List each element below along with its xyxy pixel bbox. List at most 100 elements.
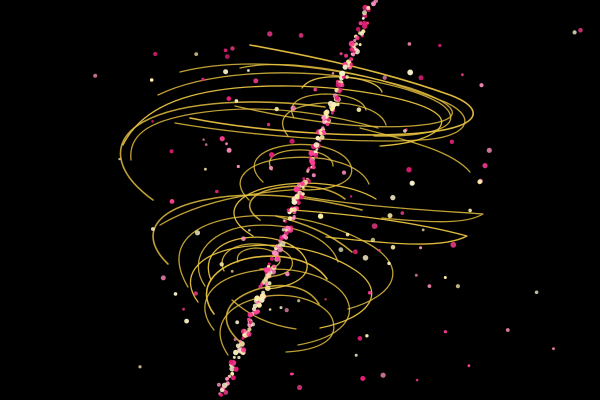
- scatter-particle: [409, 180, 415, 186]
- mid-coil: [253, 143, 353, 191]
- stream-particle: [246, 331, 252, 337]
- stream-particle: [267, 281, 272, 286]
- stream-particle: [354, 48, 360, 55]
- stream-particle: [271, 249, 278, 256]
- stream-particle: [275, 256, 281, 261]
- stream-particle: [321, 115, 326, 120]
- stream-particle: [358, 21, 363, 26]
- scatter-particle: [267, 31, 273, 37]
- stream-particle: [237, 355, 241, 360]
- stream-particle: [292, 214, 296, 219]
- stream-particle: [339, 70, 345, 77]
- stream-particle: [286, 208, 291, 213]
- scatter-particle: [225, 142, 228, 146]
- scatter-particle: [151, 227, 155, 231]
- outer-coil-upper: [157, 72, 452, 137]
- scatter-particle: [219, 136, 225, 142]
- stream-particle: [230, 371, 235, 376]
- stream-particle: [323, 110, 329, 116]
- scatter-particle: [317, 213, 324, 219]
- outer-coil-middle: [299, 195, 484, 223]
- scatter-particle: [387, 261, 391, 266]
- scatter-particle: [215, 189, 219, 194]
- scatter-particle: [338, 247, 344, 253]
- lower-coil: [178, 214, 394, 310]
- scatter-particle: [269, 152, 275, 158]
- scatter-particle: [390, 245, 396, 250]
- scatter-particle: [368, 291, 372, 295]
- scatter-particle: [193, 291, 198, 296]
- scatter-particle: [226, 96, 232, 101]
- lower-coil: [219, 294, 335, 356]
- scatter-particle: [266, 122, 271, 127]
- stream-particle: [281, 228, 286, 232]
- stream-particle: [361, 17, 365, 20]
- stream-particle: [241, 336, 245, 340]
- stream-particle: [340, 83, 345, 88]
- scatter-particle: [414, 273, 418, 277]
- stream-particle: [277, 246, 284, 253]
- stream-particle: [302, 177, 306, 181]
- stream-particle: [325, 122, 330, 126]
- inner-coil: [205, 255, 328, 315]
- scatter-particle: [505, 328, 510, 332]
- scatter-particle: [468, 208, 472, 213]
- stream-particle: [284, 228, 288, 232]
- scatter-particle: [226, 147, 232, 153]
- stream-particle: [221, 382, 228, 389]
- scatter-particle: [204, 167, 207, 171]
- scatter-particle: [482, 163, 488, 169]
- scatter-particle: [365, 334, 369, 338]
- stream-particle: [233, 366, 239, 372]
- scatter-particle: [201, 77, 205, 82]
- stream-particle: [321, 126, 325, 130]
- scatter-particle: [427, 284, 432, 288]
- scatter-particle: [455, 284, 460, 289]
- scatter-particle: [274, 106, 279, 112]
- stream-particle: [250, 322, 256, 327]
- scatter-particle: [354, 353, 358, 357]
- stream-particle: [235, 343, 241, 349]
- inner-coil: [197, 224, 339, 287]
- scatter-particle: [169, 199, 175, 204]
- scatter-particle: [449, 139, 455, 144]
- scatter-particle: [253, 78, 259, 84]
- stream-particle: [296, 200, 301, 205]
- stream-particle: [252, 303, 258, 309]
- stream-particle: [308, 150, 315, 157]
- scatter-particle: [204, 143, 208, 146]
- stream-particle: [336, 102, 340, 107]
- stream-particle: [310, 160, 316, 166]
- scattered-particles: [93, 28, 583, 391]
- scatter-particle: [284, 308, 289, 313]
- stream-particle: [238, 339, 242, 343]
- scatter-particle: [450, 241, 457, 248]
- scatter-particle: [390, 195, 396, 201]
- scatter-particle: [230, 46, 235, 51]
- scatter-particle: [382, 75, 387, 80]
- stream-particle: [355, 26, 361, 32]
- scatter-particle: [298, 33, 304, 38]
- outer-coil-upper: [122, 85, 443, 147]
- scatter-particle: [315, 148, 319, 151]
- stream-particle: [264, 285, 271, 292]
- stream-particle: [349, 47, 355, 52]
- stream-particle: [371, 2, 375, 7]
- scatter-particle: [415, 378, 419, 382]
- stream-particle: [349, 62, 354, 67]
- stream-particle: [241, 347, 247, 353]
- stream-particle: [345, 75, 349, 79]
- stream-particle: [354, 35, 360, 41]
- stream-particle: [232, 355, 236, 359]
- stream-particle: [315, 135, 321, 141]
- lower-coil: [225, 284, 320, 343]
- stray-trail: [275, 215, 353, 253]
- stream-particle: [306, 168, 310, 172]
- stream-particle: [319, 135, 325, 140]
- scatter-particle: [357, 336, 363, 341]
- stream-particle: [351, 52, 356, 57]
- scatter-particle: [479, 83, 484, 88]
- stream-particle: [247, 312, 253, 318]
- scatter-particle: [341, 170, 347, 175]
